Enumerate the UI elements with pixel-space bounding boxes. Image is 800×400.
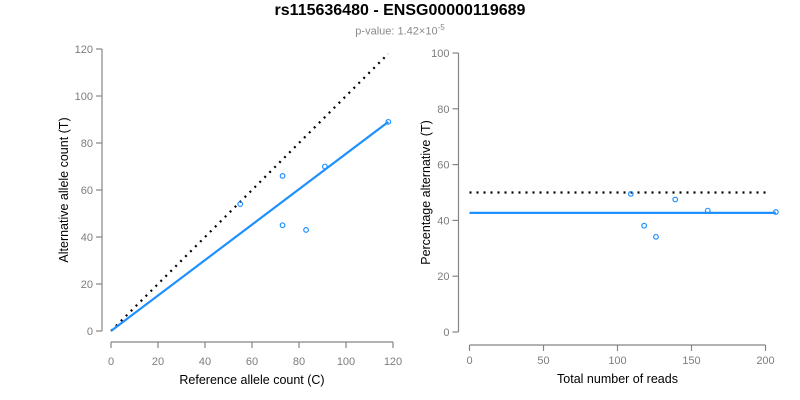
data-point xyxy=(704,207,711,214)
x-tick-label: 200 xyxy=(756,355,774,367)
data-point xyxy=(279,222,286,229)
y-tick-label: 20 xyxy=(81,279,93,291)
x-tick-label: 0 xyxy=(466,355,472,367)
y-tick-label: 100 xyxy=(75,91,93,103)
x-tick-label: 100 xyxy=(608,355,626,367)
data-point xyxy=(321,163,328,170)
data-point xyxy=(641,222,648,229)
fit-line xyxy=(110,120,389,332)
x-axis-title: Total number of reads xyxy=(557,372,678,386)
y-axis-title: Alternative allele count (T) xyxy=(57,117,71,262)
x-tick-label: 120 xyxy=(384,356,402,368)
data-point xyxy=(672,196,679,203)
y-tick-label: 60 xyxy=(81,185,93,197)
y-tick-label: 20 xyxy=(437,271,449,283)
x-tick-label: 20 xyxy=(152,356,164,368)
x-tick-label: 150 xyxy=(682,355,700,367)
data-point xyxy=(303,227,309,233)
y-tick-label: 60 xyxy=(437,160,449,172)
identity-line xyxy=(110,52,390,332)
x-tick-label: 80 xyxy=(293,356,305,368)
y-tick-label: 80 xyxy=(437,104,449,116)
y-tick-label: 0 xyxy=(87,326,93,338)
x-axis-title: Reference allele count (C) xyxy=(179,373,324,387)
left-plot-allele-counts: 0 20 40 60 80 100 120 0 20 40 60 80 100 120 Reference … xyxy=(57,44,402,387)
y-tick-label: 40 xyxy=(81,232,93,244)
y-tick-label: 80 xyxy=(81,138,93,150)
x-tick-label: 60 xyxy=(246,356,258,368)
x-tick-label: 0 xyxy=(108,356,114,368)
y-tick-label: 120 xyxy=(75,44,93,56)
data-point xyxy=(237,201,244,208)
x-tick-label: 100 xyxy=(337,356,355,368)
data-point xyxy=(772,209,779,215)
y-axis-title: Percentage alternative (T) xyxy=(419,120,433,265)
y-tick-label: 0 xyxy=(443,327,449,339)
x-tick-label: 40 xyxy=(199,356,211,368)
x-tick-label: 50 xyxy=(537,355,549,367)
data-point xyxy=(627,190,634,197)
data-point xyxy=(385,118,392,125)
right-plot-percentage-alternative: 0 20 40 60 80 100 0 50 100 150 200 Total number of … xyxy=(419,48,779,386)
y-tick-label: 100 xyxy=(431,48,449,60)
y-tick-label: 40 xyxy=(437,215,449,227)
data-point xyxy=(653,233,659,240)
data-point xyxy=(279,172,286,179)
